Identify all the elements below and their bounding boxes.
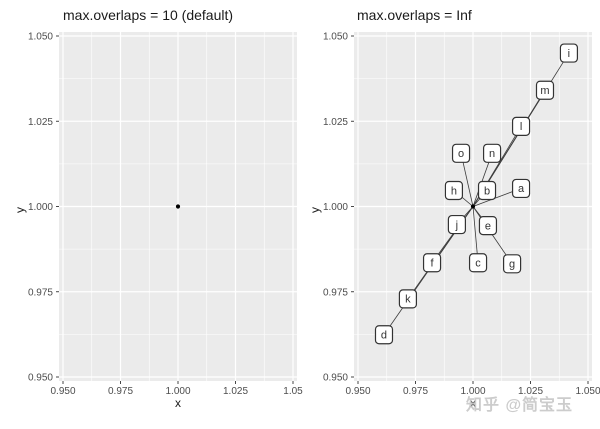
y-tick-label: 0.950 <box>323 373 348 384</box>
gridlines <box>354 32 592 381</box>
label-text-a: a <box>518 183 525 195</box>
label-text-d: d <box>381 330 387 342</box>
label-text-l: l <box>520 121 522 133</box>
x-axis-label-left: x <box>175 396 181 410</box>
label-box-k <box>398 289 418 309</box>
y-tick-label: 0.975 <box>28 287 53 298</box>
watermark-zhihu: 知乎 @简宝玉 <box>466 397 574 414</box>
panel-title-right: max.overlaps = Inf <box>357 7 472 23</box>
label-text-g: g <box>509 259 515 271</box>
axis-ticks <box>351 35 589 384</box>
label-text-o: o <box>458 148 464 160</box>
label-text-e: e <box>485 220 491 232</box>
label-box-e <box>478 215 498 236</box>
label-text-k: k <box>405 294 411 306</box>
label-text-b: b <box>484 185 490 197</box>
panel-right: 0.950 0.975 1.000 1.025 1.050 0.950 0.975 1.000… <box>323 32 600 398</box>
label-box-j <box>447 214 466 235</box>
label-text-j: j <box>455 219 458 231</box>
label-box-h <box>444 180 464 201</box>
x-tick-label: 1.000 <box>165 386 190 397</box>
x-tick-label: 1.025 <box>223 386 248 397</box>
x-tick-label: 0.950 <box>345 386 370 397</box>
x-tick-label: 1.050 <box>575 386 600 397</box>
y-tick-label: 0.950 <box>28 373 53 384</box>
x-tick-label: 1.05 <box>283 386 303 397</box>
y-tick-label: 1.050 <box>323 32 348 43</box>
x-tick-label: 0.975 <box>403 386 428 397</box>
repel-labels: a b c d e f g h i j k l m n o <box>374 43 579 345</box>
x-tick-label: 1.025 <box>518 386 543 397</box>
data-point <box>470 204 476 209</box>
label-box-i <box>559 43 579 63</box>
label-box-m <box>535 80 555 100</box>
y-tick-label: 1.025 <box>28 117 53 128</box>
x-tick-label: 0.975 <box>108 386 133 397</box>
y-tick-label: 1.025 <box>323 117 348 128</box>
label-text-n: n <box>489 148 495 160</box>
label-box-a <box>511 178 531 199</box>
label-box-f <box>422 253 442 273</box>
x-tick-label: 0.950 <box>50 386 75 397</box>
label-text-f: f <box>431 258 435 270</box>
y-tick-label: 1.000 <box>323 202 348 213</box>
label-box-c <box>468 253 488 273</box>
label-box-g <box>503 254 522 274</box>
label-box-n <box>482 143 502 163</box>
x-axis-label-right: x <box>470 396 476 410</box>
panel-left: 0.950 0.975 1.000 1.025 1.05 0.950 0.975 1.000 1… <box>28 32 303 398</box>
label-box-l <box>511 116 531 136</box>
tick-labels: 0.950 0.975 1.000 1.025 1.05 0.950 0.975 1.000 1… <box>28 32 303 398</box>
label-text-i: i <box>568 48 570 60</box>
y-tick-label: 0.975 <box>323 287 348 298</box>
y-tick-label: 1.000 <box>28 202 53 213</box>
x-tick-label: 1.000 <box>460 386 485 397</box>
y-axis-label-left: y <box>13 207 27 213</box>
label-text-h: h <box>451 185 457 197</box>
axis-ticks <box>56 35 294 384</box>
label-text-c: c <box>475 258 481 270</box>
y-axis-label-right: y <box>308 207 322 213</box>
label-text-m: m <box>540 85 549 97</box>
panel-title-left: max.overlaps = 10 (default) <box>63 7 234 23</box>
data-point <box>175 204 181 209</box>
label-box-d <box>374 325 394 345</box>
label-box-b <box>477 180 497 201</box>
label-box-o <box>451 143 471 163</box>
y-tick-label: 1.050 <box>28 32 53 43</box>
tick-labels: 0.950 0.975 1.000 1.025 1.050 0.950 0.975 1.000… <box>323 32 600 398</box>
